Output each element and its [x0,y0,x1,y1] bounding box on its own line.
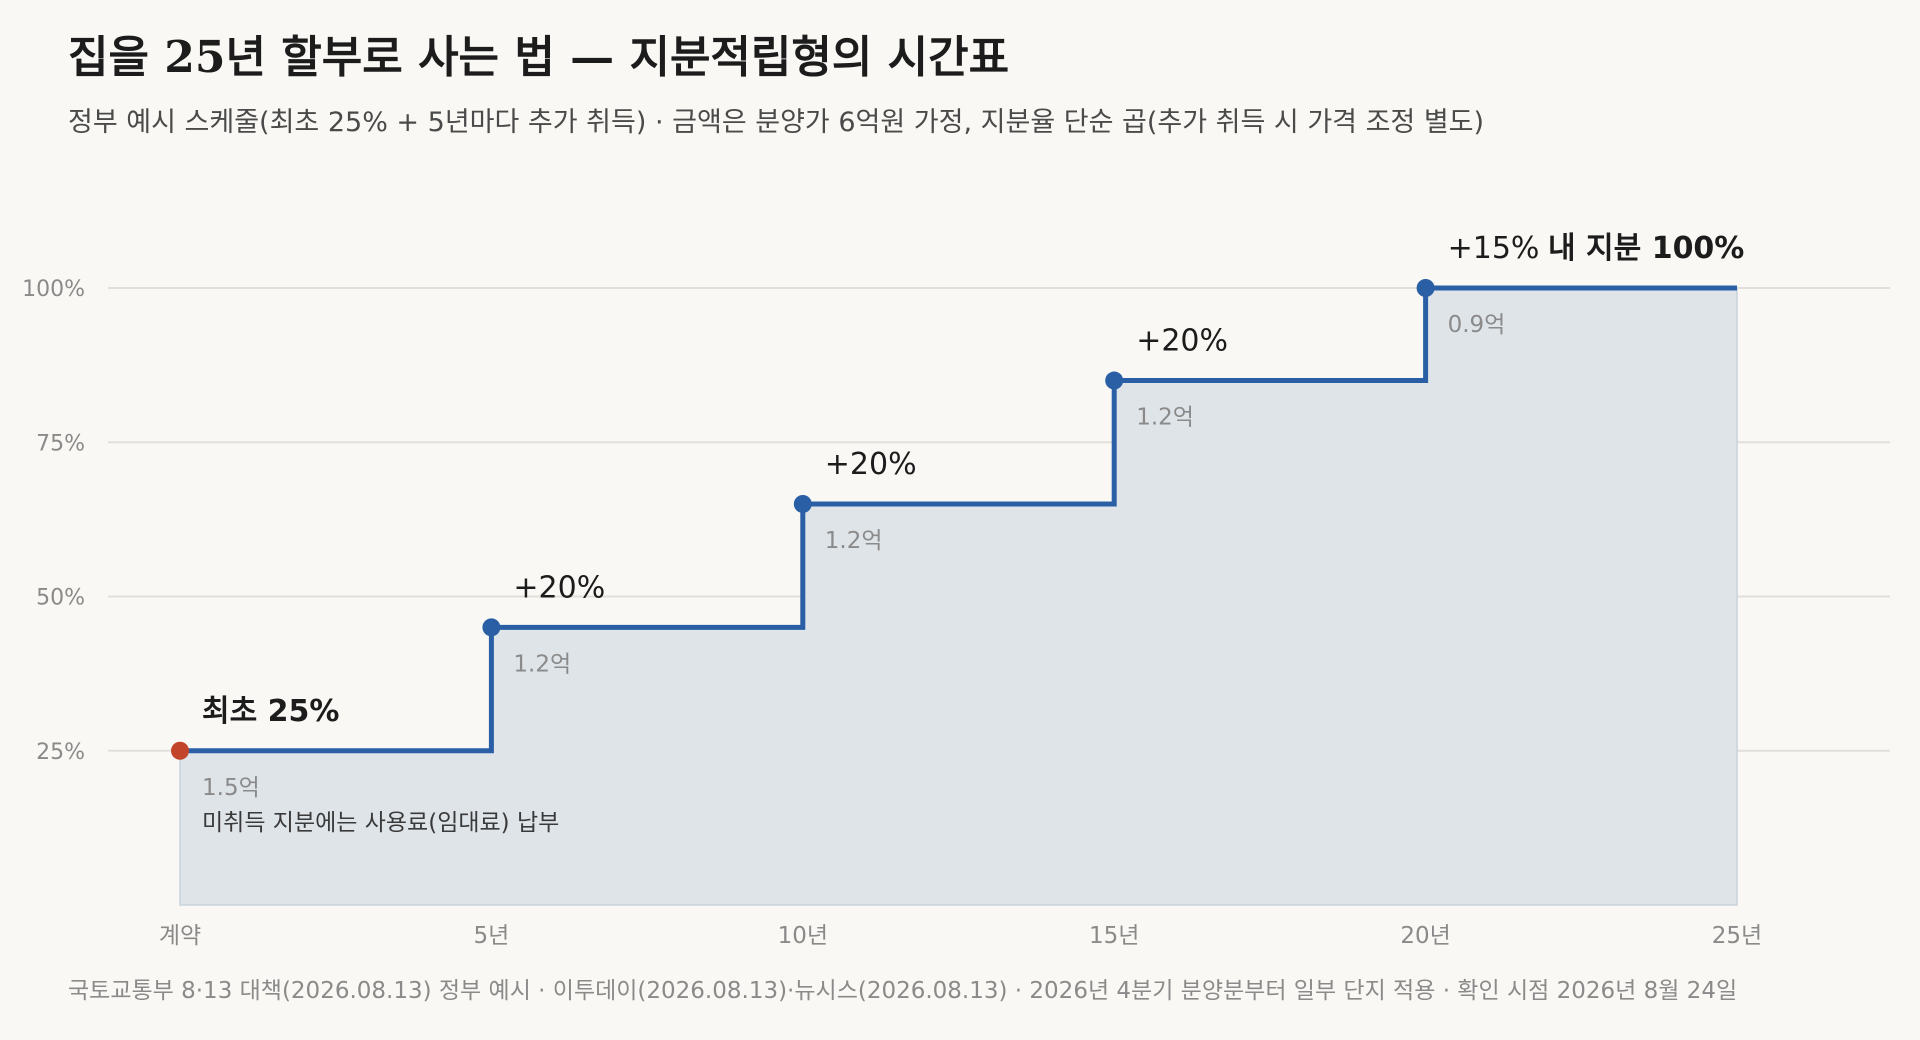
step-label: +20% [513,570,605,605]
markers [171,279,1435,760]
start-marker [171,741,189,760]
step-marker [1105,371,1124,390]
axis-ticks: 25% 50% 75% 100% 계약 5년 10년 15년 20년 25년 [22,277,1762,949]
end-label: 내 지분 100% [1548,231,1744,266]
x-tick-label: 20년 [1400,923,1450,949]
chart-title: 집을 25년 할부로 사는 법 — 지분적립형의 시간표 [68,32,1009,83]
step-label: +20% [1136,324,1228,359]
step-marker [482,618,501,637]
step-marker [1416,279,1435,297]
y-tick-label: 100% [22,277,85,302]
step-label: 최초 25% [202,694,339,729]
source-footer: 국토교통부 8·13 대책(2026.08.13) 정부 예시 · 이투데이(2… [68,978,1737,1004]
y-tick-label: 50% [36,586,85,611]
step-marker [793,494,812,513]
series-line-path [180,285,1737,754]
amount-label: 1.2억 [1136,405,1194,431]
x-tick-label: 10년 [778,923,828,949]
x-tick-label: 25년 [1712,923,1762,949]
amount-label: 1.2억 [513,651,571,677]
step-label: +15% [1448,231,1540,266]
annotation-labels: 최초 25% 1.5억 +20% 1.2억 +20% 1.2억 +20% 1.2억 +15% 0.… [202,231,1744,801]
step-label: +20% [825,447,917,482]
x-tick-label: 계약 [159,923,201,949]
y-tick-label: 25% [36,740,85,765]
note-text: 미취득 지분에는 사용료(임대료) 납부 [202,810,559,836]
series-line [180,285,1737,754]
x-tick-label: 15년 [1089,923,1139,949]
x-tick-label: 5년 [474,923,510,949]
amount-label: 1.2억 [825,528,883,554]
y-tick-label: 75% [36,431,85,456]
chart-subtitle: 정부 예시 스케줄(최초 25% + 5년마다 추가 취득) · 금액은 분양가… [68,107,1484,138]
amount-label: 1.5억 [202,775,260,801]
amount-label: 0.9억 [1448,312,1506,338]
